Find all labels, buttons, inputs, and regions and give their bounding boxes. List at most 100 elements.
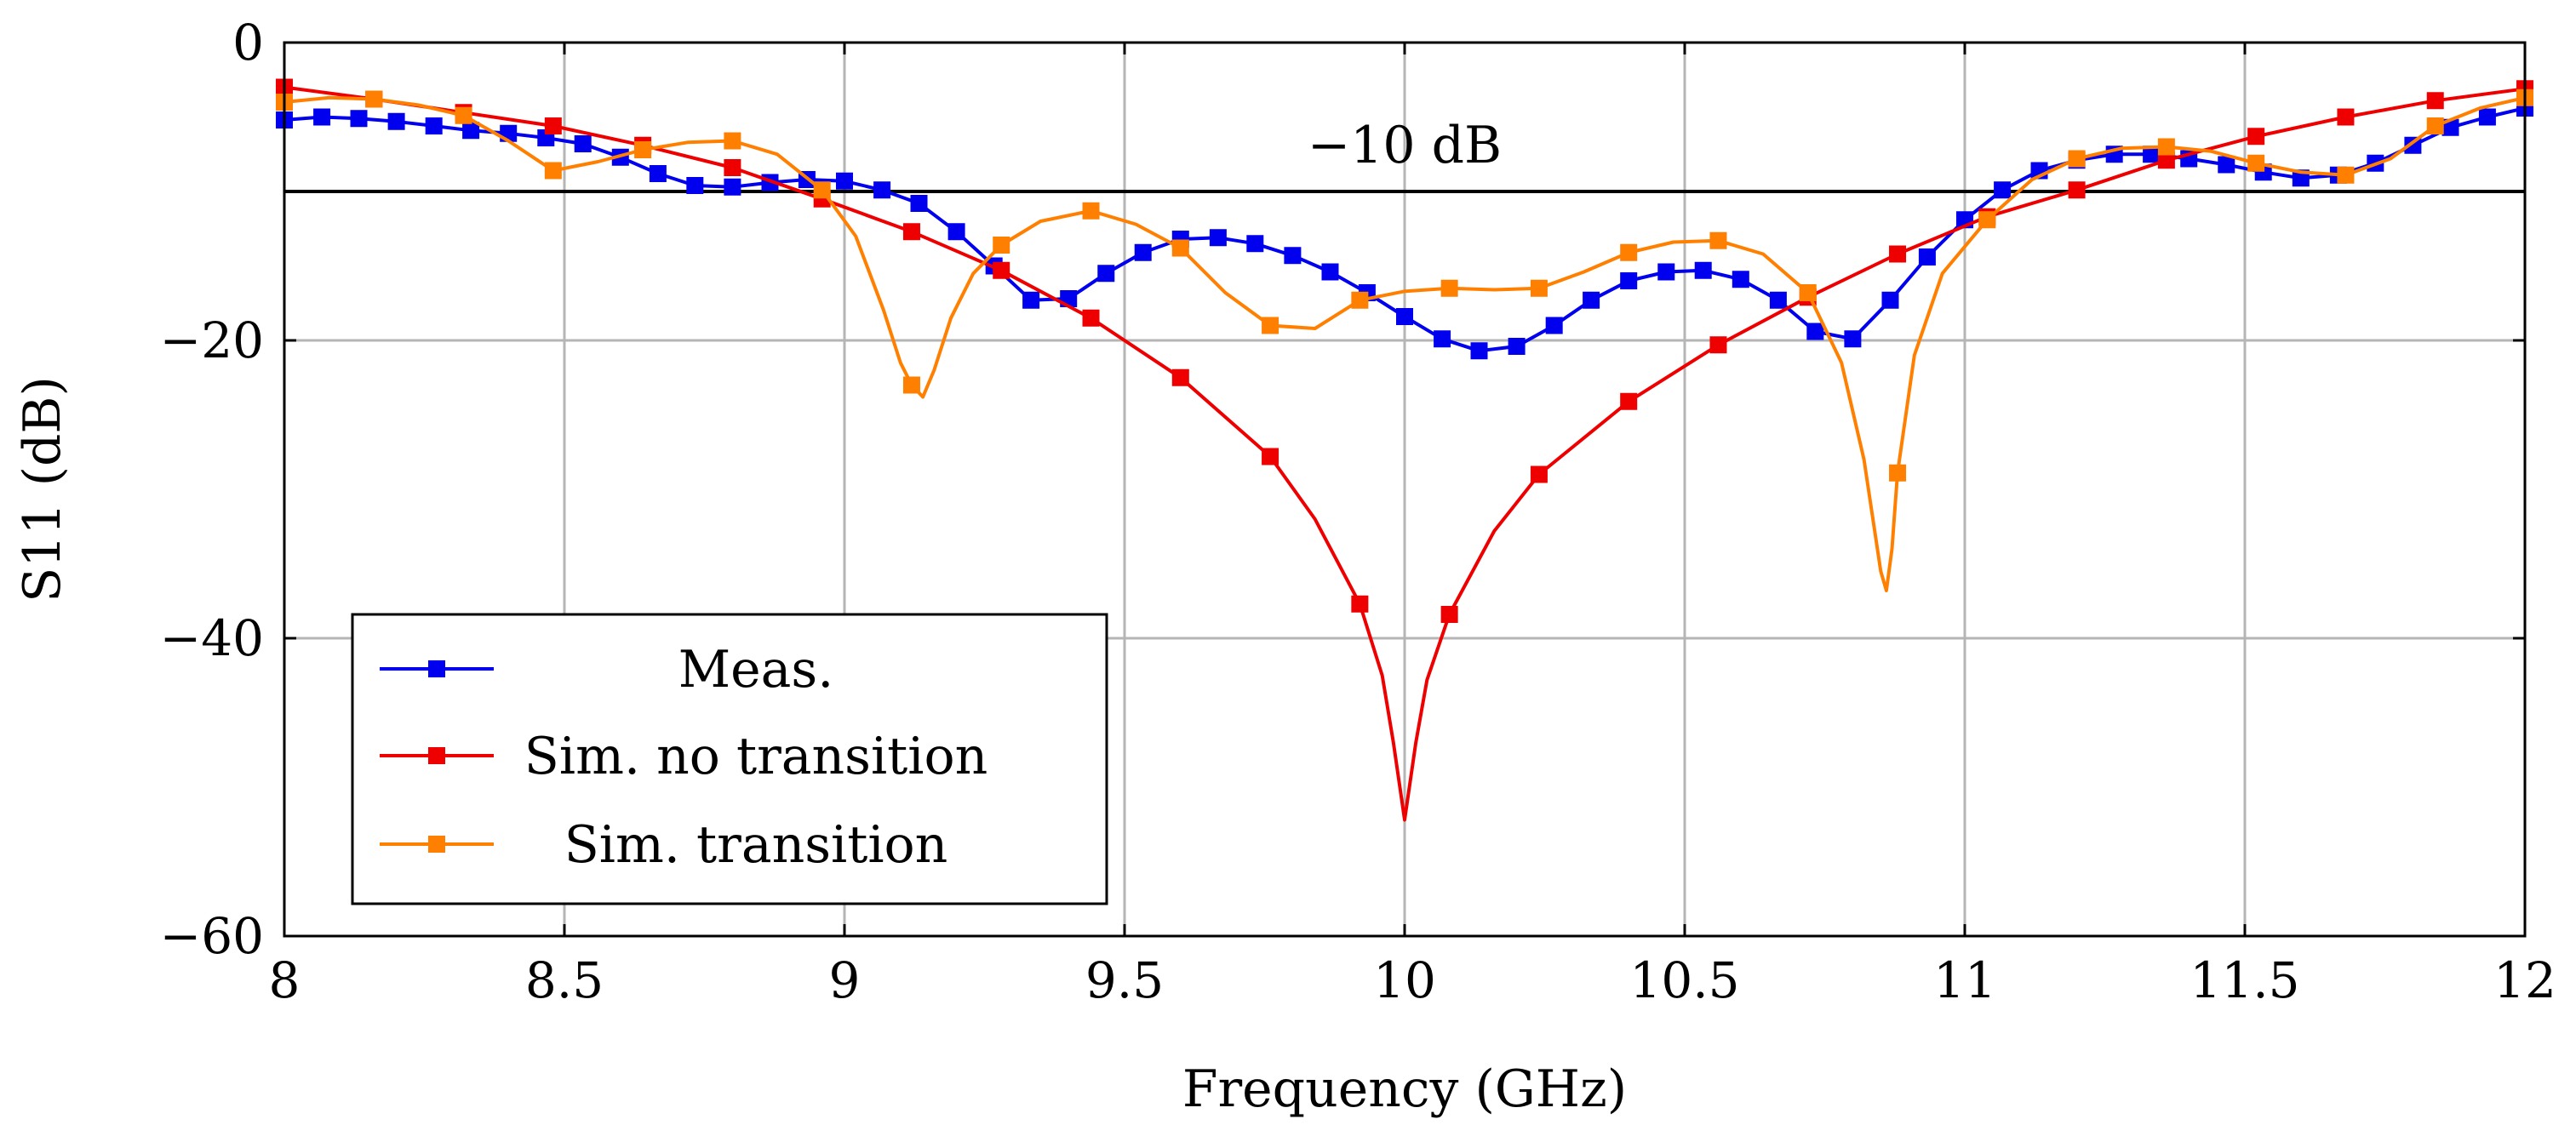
legend-swatch-marker xyxy=(428,660,445,677)
y-tick-label: −40 xyxy=(160,609,264,667)
data-point-1-3 xyxy=(544,117,562,134)
data-point-1-8 xyxy=(993,261,1010,279)
data-point-0-23 xyxy=(1134,243,1152,261)
reference-line-label: −10 dB xyxy=(1308,116,1502,175)
data-point-2-19 xyxy=(1978,211,1996,229)
series-layer xyxy=(276,78,2533,822)
data-point-2-7 xyxy=(902,376,920,394)
legend-items: Meas. Sim. no transition Sim. transition xyxy=(380,640,987,875)
data-point-2-8 xyxy=(993,237,1010,254)
data-point-0-25 xyxy=(1209,229,1227,247)
x-axis-title: Frequency (GHz) xyxy=(1182,1059,1627,1119)
data-point-0-22 xyxy=(1097,265,1115,283)
data-point-0-40 xyxy=(1769,291,1787,309)
data-point-1-14 xyxy=(1530,465,1548,483)
y-tick-label: 0 xyxy=(232,14,264,71)
legend-item-2: Sim. transition xyxy=(380,815,947,875)
data-point-0-11 xyxy=(686,177,704,194)
x-tick-label: 8.5 xyxy=(525,951,604,1009)
series-1 xyxy=(276,78,2533,822)
data-point-2-18 xyxy=(1889,464,1907,482)
data-point-1-18 xyxy=(1889,245,1907,263)
data-point-1-10 xyxy=(1171,368,1189,386)
x-tick-label: 10 xyxy=(1373,951,1436,1009)
legend-swatch-marker xyxy=(428,836,445,853)
data-point-0-20 xyxy=(1022,291,1040,309)
data-point-2-21 xyxy=(2157,138,2175,156)
data-point-2-23 xyxy=(2337,166,2355,184)
data-point-1-15 xyxy=(1620,392,1638,410)
x-tick-label: 11.5 xyxy=(2190,951,2299,1009)
data-point-0-43 xyxy=(1881,291,1899,309)
data-point-2-15 xyxy=(1620,243,1638,261)
data-point-0-59 xyxy=(2478,108,2496,126)
data-point-1-13 xyxy=(1440,606,1458,623)
data-point-0-42 xyxy=(1844,330,1862,348)
data-point-0-3 xyxy=(387,112,405,130)
data-point-0-1 xyxy=(313,108,331,126)
data-point-0-31 xyxy=(1434,330,1451,348)
legend: Meas. Sim. no transition Sim. transition xyxy=(351,613,1108,905)
data-point-2-4 xyxy=(634,141,652,158)
data-point-2-1 xyxy=(365,90,383,108)
data-point-2-24 xyxy=(2426,117,2444,134)
data-point-1-20 xyxy=(2068,181,2086,199)
data-point-0-5 xyxy=(462,122,480,140)
data-point-2-20 xyxy=(2068,150,2086,168)
data-point-1-23 xyxy=(2337,108,2355,126)
data-point-1-22 xyxy=(2247,128,2265,146)
legend-label: Meas. xyxy=(678,640,834,699)
data-point-0-50 xyxy=(2143,146,2161,163)
data-point-0-16 xyxy=(873,181,891,199)
legend-label: Sim. transition xyxy=(564,815,948,875)
data-point-0-52 xyxy=(2218,156,2235,174)
data-point-2-5 xyxy=(724,132,741,150)
series-line-1 xyxy=(283,85,2526,822)
data-point-0-33 xyxy=(1508,338,1526,355)
data-point-0-36 xyxy=(1620,272,1638,289)
data-point-2-16 xyxy=(1709,231,1727,249)
y-tick-label: −60 xyxy=(160,907,264,965)
data-point-0-28 xyxy=(1321,263,1339,281)
data-point-0-35 xyxy=(1583,291,1600,309)
series-2 xyxy=(276,89,2533,592)
data-point-0-27 xyxy=(1284,247,1302,265)
data-point-0-38 xyxy=(1694,261,1712,279)
data-point-0-32 xyxy=(1470,342,1488,360)
data-point-0-44 xyxy=(1918,248,1936,266)
x-tick-label: 9 xyxy=(829,951,861,1009)
data-point-2-13 xyxy=(1440,279,1458,297)
data-point-1-24 xyxy=(2426,92,2444,110)
data-point-0-17 xyxy=(910,195,928,212)
x-tick-label: 11 xyxy=(1933,951,1996,1009)
data-point-0-34 xyxy=(1545,317,1563,334)
data-point-0-41 xyxy=(1806,323,1824,340)
y-axis-title: S11 (dB) xyxy=(13,376,72,602)
y-tick-label: −20 xyxy=(160,311,264,369)
data-point-2-10 xyxy=(1171,239,1189,257)
x-axis-ticks: 8 8.5 9 9.5 10 10.5 11 11.5 12 xyxy=(269,43,2556,1009)
data-point-2-9 xyxy=(1082,202,1100,220)
legend-label: Sim. no transition xyxy=(524,727,987,786)
data-point-0-2 xyxy=(350,110,368,128)
data-point-2-3 xyxy=(544,162,562,180)
data-point-0-30 xyxy=(1396,308,1413,325)
data-point-1-7 xyxy=(902,223,920,241)
data-point-2-14 xyxy=(1530,279,1548,297)
data-point-0-46 xyxy=(1994,181,2012,199)
data-point-0-12 xyxy=(724,178,741,196)
data-point-2-12 xyxy=(1351,291,1369,309)
data-point-0-18 xyxy=(947,223,965,241)
x-tick-label: 12 xyxy=(2493,951,2556,1009)
data-point-0-4 xyxy=(425,117,443,134)
legend-box xyxy=(351,613,1108,905)
legend-item-1: Sim. no transition xyxy=(380,727,987,786)
data-point-2-22 xyxy=(2247,154,2265,172)
data-point-0-39 xyxy=(1732,271,1749,288)
data-point-2-17 xyxy=(1799,284,1817,301)
data-point-1-21 xyxy=(2157,151,2175,169)
x-tick-label: 8 xyxy=(269,951,301,1009)
data-point-2-6 xyxy=(813,181,831,199)
y-axis-ticks: −60 −40 −20 0 xyxy=(160,14,2525,965)
